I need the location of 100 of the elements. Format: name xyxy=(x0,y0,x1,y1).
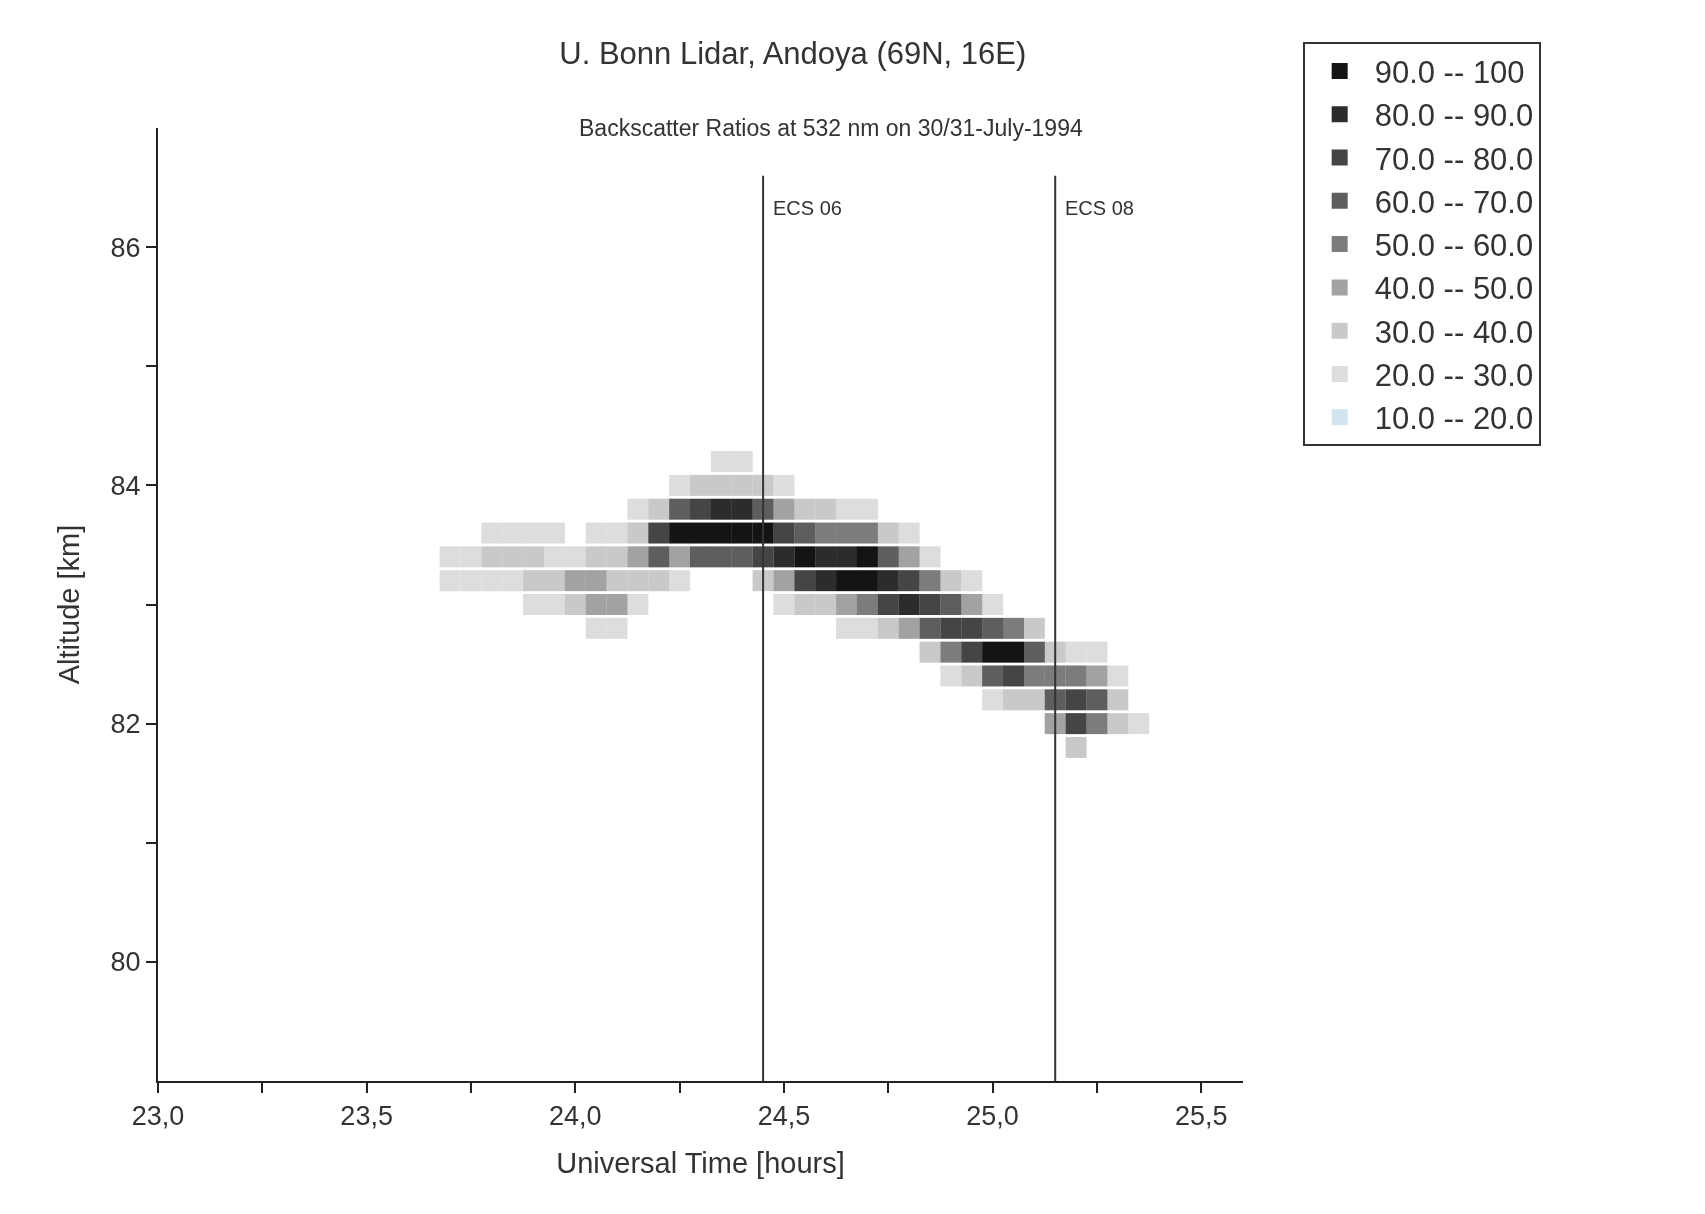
point xyxy=(836,617,858,639)
point xyxy=(752,498,774,520)
point xyxy=(794,546,816,568)
point xyxy=(627,594,649,615)
point xyxy=(794,594,816,615)
point xyxy=(502,546,524,568)
point xyxy=(1065,665,1087,687)
point xyxy=(1086,689,1108,711)
point xyxy=(439,546,461,568)
point xyxy=(773,522,795,544)
x-tick-label: 23,0 xyxy=(131,1101,185,1132)
x-axis-title: Universal Time [hours] xyxy=(556,1146,845,1179)
point xyxy=(710,546,732,568)
ref-line-label: ECS 08 xyxy=(1065,197,1134,219)
point xyxy=(731,451,753,473)
point xyxy=(648,546,670,568)
point xyxy=(585,546,607,568)
point xyxy=(982,617,1004,639)
point xyxy=(877,594,899,615)
point xyxy=(543,570,565,592)
point xyxy=(585,617,607,639)
point xyxy=(919,641,941,663)
point xyxy=(836,570,858,592)
legend-label: 90.0 -- 100 xyxy=(1374,54,1525,90)
legend-label: 80.0 -- 90.0 xyxy=(1374,98,1534,134)
point xyxy=(773,570,795,592)
point xyxy=(606,617,628,639)
point xyxy=(815,522,837,544)
point xyxy=(919,546,941,568)
point xyxy=(1107,689,1129,711)
point xyxy=(961,641,983,663)
point xyxy=(627,498,649,520)
point xyxy=(752,522,774,544)
point xyxy=(856,570,878,592)
point xyxy=(836,498,858,520)
point xyxy=(731,546,753,568)
point xyxy=(1023,665,1045,687)
point xyxy=(460,546,482,568)
legend-label: 30.0 -- 40.0 xyxy=(1374,314,1534,350)
point xyxy=(794,498,816,520)
point xyxy=(856,594,878,615)
point xyxy=(1044,713,1066,735)
point xyxy=(898,570,920,592)
point xyxy=(606,522,628,544)
point xyxy=(690,498,711,520)
point xyxy=(669,570,691,592)
point xyxy=(606,546,628,568)
point xyxy=(648,498,670,520)
point xyxy=(481,522,503,544)
point xyxy=(710,522,732,544)
point xyxy=(856,498,878,520)
point xyxy=(690,522,711,544)
point xyxy=(1002,617,1024,639)
point xyxy=(1065,689,1087,711)
point xyxy=(731,474,753,496)
point xyxy=(481,570,503,592)
point xyxy=(1086,665,1108,687)
point xyxy=(794,570,816,592)
point xyxy=(731,498,753,520)
legend-label: 40.0 -- 50.0 xyxy=(1374,271,1534,307)
point xyxy=(1065,641,1087,663)
point xyxy=(669,546,691,568)
point xyxy=(523,594,545,615)
legend-label: 70.0 -- 80.0 xyxy=(1374,141,1534,177)
point xyxy=(502,570,524,592)
point xyxy=(856,617,878,639)
point xyxy=(940,641,962,663)
point xyxy=(1002,665,1024,687)
y-tick-label: 80 xyxy=(110,947,141,978)
point xyxy=(669,522,691,544)
point xyxy=(627,546,649,568)
x-tick-label: 25,0 xyxy=(966,1101,1019,1132)
point xyxy=(982,594,1004,615)
point xyxy=(836,522,858,544)
point xyxy=(627,522,649,544)
legend-label: 50.0 -- 60.0 xyxy=(1374,228,1534,264)
point xyxy=(815,594,837,615)
point xyxy=(1044,641,1066,663)
point xyxy=(690,474,711,496)
point xyxy=(669,474,691,496)
point xyxy=(523,522,545,544)
point xyxy=(815,546,837,568)
point xyxy=(752,474,774,496)
point xyxy=(982,665,1004,687)
point xyxy=(773,474,795,496)
x-tick-label: 25,5 xyxy=(1174,1101,1228,1132)
point xyxy=(836,546,858,568)
x-tick-label: 23,5 xyxy=(340,1101,393,1132)
point xyxy=(1086,713,1108,735)
point xyxy=(439,570,461,592)
point xyxy=(585,594,607,615)
point xyxy=(961,594,983,615)
point xyxy=(815,498,837,520)
point xyxy=(919,570,941,592)
point xyxy=(606,594,628,615)
point xyxy=(523,546,545,568)
point xyxy=(877,522,899,544)
point xyxy=(543,594,565,615)
point xyxy=(648,522,670,544)
point xyxy=(940,617,962,639)
